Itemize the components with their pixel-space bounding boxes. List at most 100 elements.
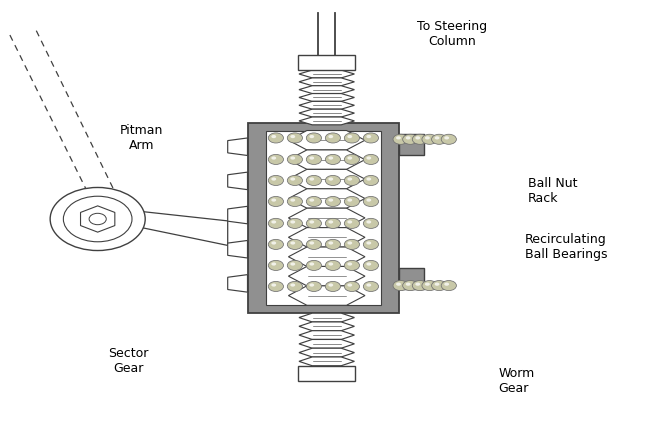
Bar [399,268,424,289]
Circle shape [287,196,302,207]
Circle shape [287,239,302,250]
Circle shape [325,239,341,250]
Circle shape [269,218,284,229]
Circle shape [325,196,341,207]
Circle shape [310,241,314,244]
Circle shape [306,239,321,250]
Polygon shape [288,208,365,228]
Circle shape [271,135,276,138]
Circle shape [366,198,371,201]
Circle shape [363,155,378,165]
Circle shape [328,241,333,244]
Circle shape [441,134,456,145]
Circle shape [290,220,295,223]
Circle shape [290,177,295,180]
Circle shape [310,135,314,138]
Circle shape [432,281,447,291]
Circle shape [366,283,371,286]
Text: Recirculating
Ball Bearings: Recirculating Ball Bearings [525,233,607,261]
Circle shape [345,260,360,271]
Circle shape [366,262,371,265]
Text: To Steering
Column: To Steering Column [417,20,487,48]
Circle shape [328,135,333,138]
Circle shape [306,196,321,207]
Circle shape [444,136,449,139]
Circle shape [363,239,378,250]
Circle shape [50,187,145,251]
Circle shape [290,198,295,201]
Circle shape [306,281,321,292]
Circle shape [363,281,378,292]
Circle shape [345,133,360,143]
Polygon shape [288,189,365,208]
Bar [248,123,399,313]
Circle shape [328,220,333,223]
Circle shape [287,281,302,292]
Circle shape [396,136,401,139]
Polygon shape [288,170,365,189]
Text: Pitman
Arm: Pitman Arm [120,124,164,152]
Bar [298,55,355,70]
Circle shape [271,220,276,223]
Circle shape [269,239,284,250]
Circle shape [271,262,276,265]
Circle shape [347,156,352,159]
Circle shape [287,260,302,271]
Circle shape [290,156,295,159]
Circle shape [306,260,321,271]
Polygon shape [299,117,354,125]
Bar [266,131,381,305]
Polygon shape [288,266,365,286]
Circle shape [345,281,360,292]
Circle shape [310,220,314,223]
Circle shape [347,135,352,138]
Circle shape [287,155,302,165]
Polygon shape [299,331,354,339]
Circle shape [290,241,295,244]
Polygon shape [228,172,248,190]
Polygon shape [228,240,248,258]
Polygon shape [299,357,354,366]
Circle shape [328,283,333,286]
Polygon shape [299,94,354,101]
Circle shape [425,136,430,139]
Circle shape [347,198,352,201]
Circle shape [310,262,314,265]
Text: Sector
Gear: Sector Gear [108,347,149,375]
Circle shape [363,196,378,207]
Circle shape [269,155,284,165]
Polygon shape [299,86,354,94]
Polygon shape [288,247,365,266]
Circle shape [406,136,411,139]
Polygon shape [228,275,248,292]
Circle shape [403,281,418,291]
Circle shape [406,283,411,286]
Circle shape [325,155,341,165]
Circle shape [422,281,437,291]
Circle shape [328,198,333,201]
Polygon shape [228,138,248,155]
Circle shape [347,220,352,223]
Polygon shape [299,109,354,117]
Circle shape [271,241,276,244]
Circle shape [269,196,284,207]
Circle shape [325,281,341,292]
Polygon shape [299,348,354,357]
Circle shape [287,176,302,186]
Circle shape [63,196,132,242]
Circle shape [310,177,314,180]
Circle shape [422,134,437,145]
Polygon shape [299,339,354,348]
Circle shape [363,218,378,229]
Circle shape [425,283,430,286]
Circle shape [415,283,420,286]
Polygon shape [288,131,365,150]
Circle shape [306,218,321,229]
Polygon shape [299,322,354,331]
Polygon shape [81,206,115,232]
Circle shape [306,155,321,165]
Circle shape [347,283,352,286]
Circle shape [434,136,440,139]
Circle shape [441,281,456,291]
Circle shape [366,135,371,138]
